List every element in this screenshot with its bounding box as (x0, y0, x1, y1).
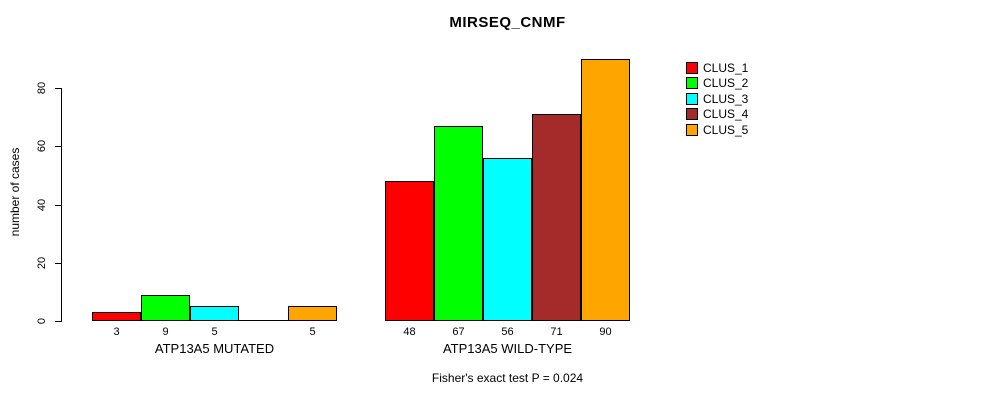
group-label: ATP13A5 MUTATED (154, 341, 275, 356)
bar-value-label: 56 (501, 326, 514, 338)
bar-value-label: 5 (211, 326, 218, 338)
legend-swatch-clus-3 (686, 92, 698, 105)
legend-label-clus-3: CLUS_3 (703, 91, 749, 106)
y-axis-tick (55, 146, 61, 147)
bar-value-label: 5 (309, 326, 316, 338)
legend-swatch-clus-2 (686, 77, 698, 90)
chart-title: MIRSEQ_CNMF (449, 14, 566, 31)
legend-swatch-clus-4 (686, 108, 698, 121)
bar-clus-1-group1 (92, 312, 141, 321)
bar-clus-5-group1 (288, 306, 337, 321)
bar-clus-2-group1 (141, 295, 190, 321)
bar-clus-4-group2 (532, 114, 581, 321)
y-axis-tick (55, 321, 61, 322)
bar-value-label: 90 (599, 326, 612, 338)
bar-clus-3-group1 (190, 306, 239, 321)
bar-clus-3-group2 (483, 158, 532, 321)
bar-value-label: 9 (162, 326, 169, 338)
bar-clus-4-group1 (239, 320, 288, 321)
bar-value-label: 67 (452, 326, 465, 338)
legend-swatch-clus-5 (686, 123, 698, 136)
y-axis-tick (55, 205, 61, 206)
y-axis-line (61, 88, 62, 322)
bar-value-label: 3 (113, 326, 120, 338)
bar-value-label: 71 (550, 326, 563, 338)
legend-label-clus-5: CLUS_5 (703, 122, 749, 137)
bar-clus-5-group2 (581, 59, 630, 321)
fisher-test-annotation: Fisher's exact test P = 0.024 (431, 371, 584, 385)
group-label: ATP13A5 WILD-TYPE (442, 341, 573, 356)
legend-swatch-clus-1 (686, 62, 698, 74)
legend-label-clus-2: CLUS_2 (703, 76, 749, 91)
legend-label-clus-1: CLUS_1 (703, 61, 749, 75)
y-axis-tick (55, 263, 61, 264)
y-axis-tick (55, 88, 61, 89)
legend-label-clus-4: CLUS_4 (703, 107, 749, 122)
bar-clus-1-group2 (385, 181, 434, 321)
bar-clus-2-group2 (434, 126, 483, 321)
bar-value-label: 48 (403, 326, 416, 338)
